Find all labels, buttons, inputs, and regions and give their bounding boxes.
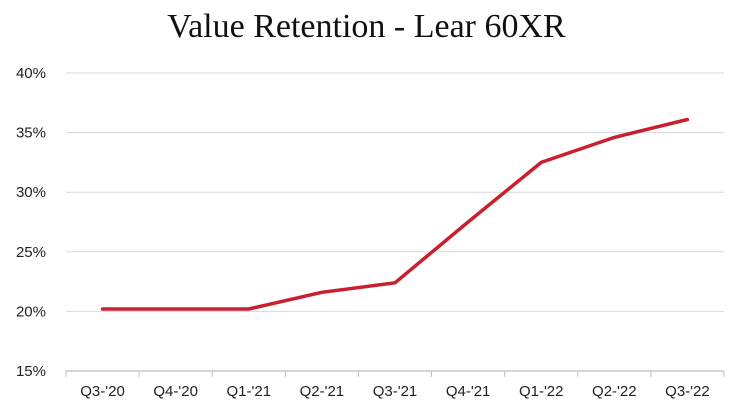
x-tick-label: Q1-'21: [226, 383, 271, 400]
series-line-0: [100, 117, 690, 311]
x-tick-label: Q3-'22: [665, 383, 710, 400]
x-tick-label: Q3-'20: [80, 383, 125, 400]
x-tick-label: Q1-'22: [519, 383, 564, 400]
x-tick-label: Q2-'22: [592, 383, 637, 400]
x-tick-label: Q3-'21: [373, 383, 418, 400]
y-tick-label: 35%: [16, 125, 46, 142]
x-tick-label: Q4-'21: [446, 383, 491, 400]
chart-title: Value Retention - Lear 60XR: [167, 8, 566, 45]
y-tick-label: 25%: [16, 244, 46, 261]
y-tick-label: 40%: [16, 65, 46, 82]
x-tick-label: Q4-'20: [153, 383, 198, 400]
y-tick-label: 15%: [16, 363, 46, 380]
y-tick-label: 30%: [16, 184, 46, 201]
x-tick-label: Q2-'21: [300, 383, 345, 400]
y-tick-label: 20%: [16, 303, 46, 320]
